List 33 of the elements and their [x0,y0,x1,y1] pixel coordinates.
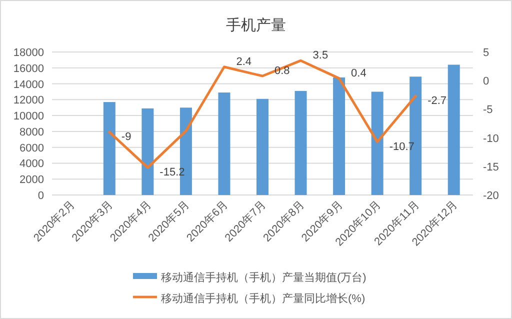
bar [333,77,346,195]
y-tick-label: 2000 [20,174,44,186]
y-tick-label: 8000 [20,126,44,138]
y-tick-label: 14000 [13,78,44,91]
y2-tick-label: -5 [483,104,493,116]
chart-title: 手机产量 [226,17,286,34]
y-tick-label: 4000 [20,158,44,170]
y-tick-label: 10000 [13,110,44,123]
bar [448,64,460,195]
legend-label: 移动通信手持机（手机）产量当期值(万台) [161,271,366,284]
y-tick-label: 18000 [13,47,44,59]
data-label: 0.4 [351,67,366,80]
line-series [108,59,417,169]
bar [142,108,154,195]
y2-tick-label: -15 [483,161,499,174]
data-label: -2.7 [428,95,447,108]
y2-tick-label: -20 [483,190,499,202]
data-label: 2.4 [236,56,252,68]
bar [256,98,268,195]
y2-tick-label: 0 [483,76,490,88]
y2-tick-label: 5 [483,47,490,59]
y2-tick-label: -10 [483,132,499,145]
bar [294,90,307,195]
bar [218,92,230,195]
y-tick-label: 6000 [20,142,44,154]
y-tick-label: 12000 [13,94,44,107]
legend-label: 移动通信手持机（手机）产量同比增长(%) [161,292,366,305]
data-label: 3.5 [312,50,328,62]
bar [371,92,384,195]
bar [103,102,116,195]
y-tick-label: 0 [38,190,44,202]
data-label: -9 [121,131,132,144]
y-tick-label: 16000 [13,62,44,75]
